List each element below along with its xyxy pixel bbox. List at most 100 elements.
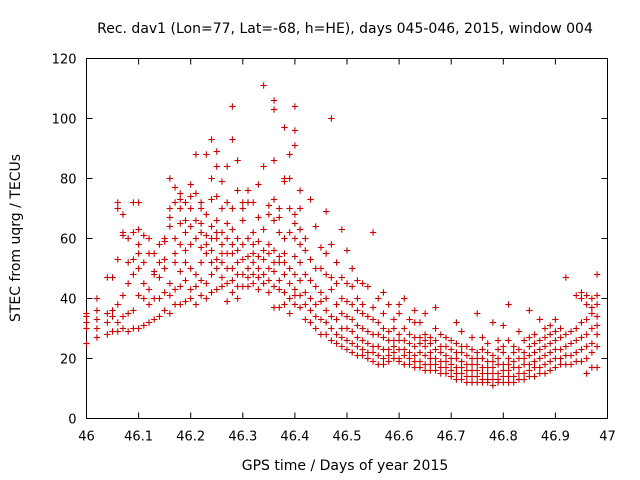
data-point <box>520 355 528 362</box>
data-point <box>541 361 549 368</box>
data-point <box>182 199 189 206</box>
data-point <box>489 319 497 326</box>
data-point <box>213 235 220 242</box>
data-point <box>208 223 215 230</box>
data-point <box>197 229 205 236</box>
data-point <box>369 229 377 236</box>
data-point <box>276 286 283 293</box>
data-point <box>307 319 314 326</box>
data-point <box>192 235 200 242</box>
data-point <box>526 334 533 341</box>
data-point <box>130 256 137 263</box>
data-point <box>229 265 236 272</box>
data-point <box>338 343 345 350</box>
data-point <box>442 334 450 341</box>
data-point <box>427 349 434 356</box>
data-point <box>520 349 528 356</box>
data-point <box>291 253 299 260</box>
data-point <box>432 361 439 368</box>
data-point <box>427 334 434 341</box>
data-point <box>458 364 465 371</box>
data-point <box>416 358 424 365</box>
data-point <box>223 298 231 305</box>
data-point <box>578 346 585 353</box>
data-point <box>177 268 184 275</box>
data-point <box>359 352 366 359</box>
data-point <box>218 283 226 290</box>
data-point <box>593 271 601 278</box>
data-point <box>343 280 351 287</box>
data-point <box>187 265 194 272</box>
data-point <box>203 250 210 257</box>
data-point <box>234 247 241 254</box>
data-point <box>510 343 517 350</box>
data-point <box>520 376 528 383</box>
data-point <box>380 289 387 296</box>
data-point <box>432 337 439 344</box>
data-point <box>411 352 418 359</box>
data-point <box>296 205 304 212</box>
data-point <box>203 211 210 218</box>
data-point <box>463 343 471 350</box>
data-point <box>291 211 299 218</box>
data-point <box>593 292 601 299</box>
data-point <box>494 337 502 344</box>
data-point <box>349 301 356 308</box>
data-point <box>124 280 132 287</box>
data-point <box>151 250 158 257</box>
data-point <box>354 343 361 350</box>
x-axis-label: GPS time / Days of year 2015 <box>242 458 449 474</box>
data-point <box>291 271 299 278</box>
data-point <box>265 241 273 248</box>
data-point <box>276 205 283 212</box>
data-point <box>385 358 392 365</box>
data-point <box>526 343 533 350</box>
data-point <box>432 346 439 353</box>
data-point <box>354 322 361 329</box>
data-point <box>218 178 226 185</box>
data-point <box>166 310 174 317</box>
data-point <box>156 274 163 281</box>
data-point <box>213 217 220 224</box>
data-point <box>500 343 507 350</box>
data-point <box>338 274 345 281</box>
data-point <box>208 259 215 266</box>
data-point <box>494 346 502 353</box>
data-point <box>494 355 502 362</box>
data-point <box>369 349 377 356</box>
data-point <box>312 313 319 320</box>
data-point <box>156 295 163 302</box>
data-point <box>203 232 210 239</box>
data-point <box>593 331 601 338</box>
data-point <box>270 217 278 224</box>
data-point <box>364 313 372 320</box>
data-point <box>187 295 194 302</box>
data-point <box>390 316 398 323</box>
data-point <box>166 214 174 221</box>
data-point <box>265 265 273 272</box>
data-point <box>171 184 179 191</box>
data-point <box>145 286 153 293</box>
data-point <box>302 301 309 308</box>
data-point <box>546 367 554 374</box>
data-point <box>510 379 517 386</box>
data-point <box>375 319 382 326</box>
data-point <box>114 205 121 212</box>
data-point <box>395 355 403 362</box>
data-point <box>208 289 215 296</box>
data-point <box>177 196 184 203</box>
data-point <box>140 322 148 329</box>
data-point <box>296 259 304 266</box>
data-point <box>270 268 278 275</box>
data-point <box>317 265 325 272</box>
data-point <box>166 292 174 299</box>
data-point <box>197 205 205 212</box>
data-point <box>302 247 309 254</box>
data-point <box>406 361 413 368</box>
data-point <box>208 136 215 143</box>
data-point <box>546 349 554 356</box>
data-point <box>286 295 293 302</box>
data-point <box>448 367 455 374</box>
data-point <box>270 157 278 164</box>
